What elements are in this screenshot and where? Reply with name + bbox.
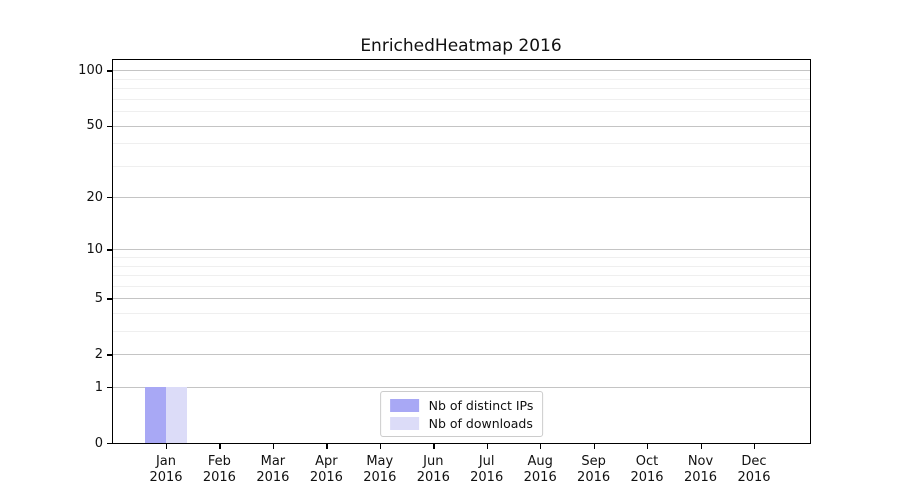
x-tick-label: Jul 2016 bbox=[470, 454, 503, 485]
gridline-major bbox=[113, 197, 810, 199]
x-tick-year: 2016 bbox=[523, 469, 557, 485]
x-tick-month: May bbox=[366, 454, 394, 469]
y-tick-label: 50 bbox=[86, 118, 103, 133]
x-tick-mark bbox=[754, 444, 756, 449]
x-tick-label: May 2016 bbox=[363, 454, 396, 485]
y-tick-mark bbox=[107, 197, 112, 199]
x-tick-label: Jun 2016 bbox=[417, 454, 450, 485]
x-tick-mark bbox=[326, 444, 328, 449]
x-tick-label: Oct 2016 bbox=[630, 454, 663, 485]
gridline-minor bbox=[113, 331, 810, 332]
y-tick-label: 0 bbox=[94, 435, 103, 451]
gridline-minor bbox=[113, 165, 810, 167]
gridline-minor bbox=[113, 78, 810, 80]
bar-nb-of-downloads bbox=[166, 387, 188, 443]
y-tick-label: 10 bbox=[86, 241, 103, 257]
x-tick-year: 2016 bbox=[309, 469, 343, 485]
x-tick-month: Apr bbox=[315, 454, 338, 469]
x-tick-year: 2016 bbox=[363, 469, 397, 485]
y-tick-label: 20 bbox=[86, 189, 103, 205]
x-tick-label: Nov 2016 bbox=[684, 454, 717, 485]
x-tick-mark bbox=[219, 444, 221, 449]
x-tick-month: Jul bbox=[478, 454, 495, 469]
gridline-minor bbox=[113, 313, 810, 314]
legend-swatch bbox=[389, 399, 419, 412]
y-tick-label: 1 bbox=[94, 379, 103, 395]
x-tick-month: Jun bbox=[423, 454, 444, 469]
legend-item: Nb of downloads bbox=[389, 416, 534, 431]
x-tick-year: 2016 bbox=[149, 469, 183, 485]
x-tick-mark bbox=[166, 444, 168, 449]
bar-nb-of-distinct-ips bbox=[144, 387, 166, 443]
gridline-minor bbox=[113, 257, 810, 259]
gridline-major bbox=[113, 354, 810, 356]
x-tick-year: 2016 bbox=[470, 469, 504, 485]
y-tick-mark bbox=[107, 443, 112, 445]
y-tick-label: 100 bbox=[78, 62, 103, 78]
x-tick-mark bbox=[433, 444, 435, 449]
x-tick-month: Nov bbox=[687, 454, 714, 469]
x-tick-label: Aug 2016 bbox=[524, 454, 557, 485]
gridline-minor bbox=[113, 111, 810, 112]
x-tick-label: Jan 2016 bbox=[149, 454, 182, 485]
x-tick-month: Dec bbox=[741, 454, 767, 469]
x-tick-month: Oct bbox=[635, 454, 659, 469]
legend-label: Nb of distinct IPs bbox=[428, 398, 534, 413]
y-tick-mark bbox=[107, 298, 112, 300]
x-tick-mark bbox=[486, 444, 488, 449]
x-tick-label: Feb 2016 bbox=[203, 454, 236, 485]
gridline-minor bbox=[113, 265, 810, 267]
y-tick-mark bbox=[107, 70, 112, 72]
x-tick-year: 2016 bbox=[202, 469, 236, 485]
gridline-minor bbox=[113, 275, 810, 277]
y-tick-label: 5 bbox=[94, 290, 103, 306]
x-tick-year: 2016 bbox=[416, 469, 450, 485]
legend-item: Nb of distinct IPs bbox=[389, 398, 534, 413]
x-tick-year: 2016 bbox=[256, 469, 290, 485]
x-tick-mark bbox=[593, 444, 595, 449]
legend-swatch bbox=[389, 417, 419, 430]
gridline-minor bbox=[113, 98, 810, 100]
gridline-major bbox=[113, 298, 810, 300]
x-tick-mark bbox=[700, 444, 702, 449]
x-tick-year: 2016 bbox=[630, 469, 664, 485]
gridline-major bbox=[113, 70, 810, 72]
x-tick-mark bbox=[540, 444, 542, 449]
y-tick-mark bbox=[107, 354, 112, 356]
x-tick-month: Aug bbox=[527, 454, 553, 469]
x-tick-month: Jan bbox=[155, 454, 177, 469]
legend-label: Nb of downloads bbox=[428, 416, 533, 431]
gridline-minor bbox=[113, 285, 810, 287]
gridline-major bbox=[113, 125, 810, 127]
x-tick-month: Feb bbox=[207, 454, 231, 469]
x-tick-month: Mar bbox=[260, 454, 286, 469]
x-tick-mark bbox=[379, 444, 382, 449]
x-tick-mark bbox=[647, 444, 649, 449]
y-tick-label: 2 bbox=[94, 346, 103, 362]
gridline-major bbox=[113, 387, 810, 388]
y-tick-mark bbox=[107, 125, 112, 127]
x-tick-year: 2016 bbox=[737, 469, 771, 485]
gridline-minor bbox=[113, 88, 810, 90]
x-tick-label: Sep 2016 bbox=[577, 454, 610, 485]
x-tick-mark bbox=[272, 444, 275, 449]
legend: Nb of distinct IPs Nb of downloads bbox=[379, 391, 544, 437]
x-tick-label: Dec 2016 bbox=[737, 454, 770, 485]
x-tick-year: 2016 bbox=[683, 469, 718, 485]
y-tick-mark bbox=[107, 387, 112, 389]
chart-title: EnrichedHeatmap 2016 bbox=[360, 36, 562, 56]
x-tick-label: Mar 2016 bbox=[256, 454, 289, 485]
x-tick-month: Sep bbox=[581, 454, 606, 469]
x-tick-year: 2016 bbox=[577, 469, 611, 485]
gridline-major bbox=[113, 249, 810, 251]
y-tick-mark bbox=[107, 249, 112, 251]
x-tick-label: Apr 2016 bbox=[310, 454, 343, 485]
gridline-minor bbox=[113, 143, 810, 145]
